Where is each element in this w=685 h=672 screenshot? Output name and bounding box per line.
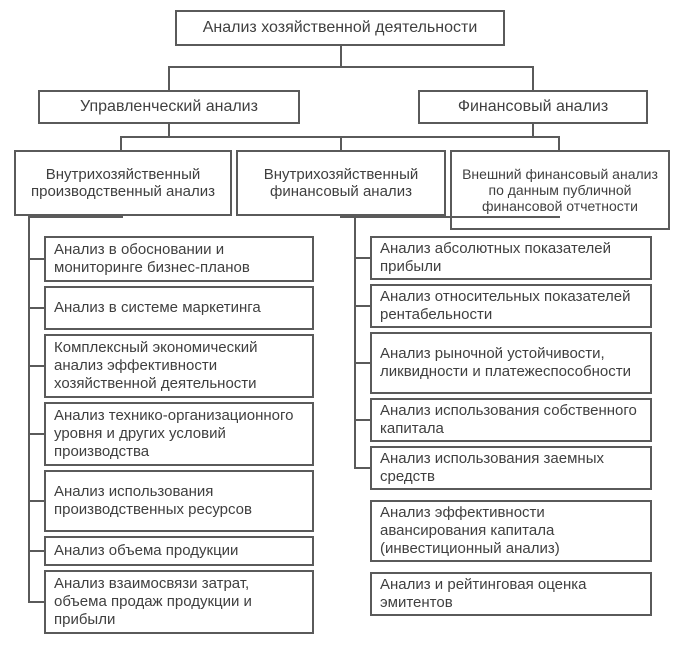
left-list-item-1-label: Анализ в системе маркетинга <box>54 299 261 317</box>
right-list-item-1: Анализ относительных показателей рентабе… <box>370 284 652 328</box>
connector <box>340 216 560 218</box>
node-external-financial-analysis-label: Внешний финансовый анализ по данным публ… <box>458 166 662 214</box>
connector <box>168 66 170 90</box>
left-list-item-0-label: Анализ в обосновании и мониторинге бизне… <box>54 241 304 276</box>
connector <box>340 46 342 68</box>
right-list-item-2-label: Анализ рыночной устойчивости, ликвидност… <box>380 345 642 380</box>
connector <box>340 136 342 150</box>
node-internal-financial-analysis-label: Внутрихозяйственный финансовый анализ <box>244 166 438 201</box>
right-list-item-4: Анализ использования заемных средств <box>370 446 652 490</box>
left-list-item-6-label: Анализ взаимосвязи затрат, объема продаж… <box>54 575 304 628</box>
left-list-item-3: Анализ технико-организационного уровня и… <box>44 402 314 466</box>
connector <box>120 136 122 150</box>
node-external-financial-analysis: Внешний финансовый анализ по данным публ… <box>450 150 670 230</box>
connector <box>28 433 44 435</box>
connector <box>354 362 370 364</box>
right-list-item-1-label: Анализ относительных показателей рентабе… <box>380 288 642 323</box>
connector <box>28 500 44 502</box>
node-financial-analysis-label: Финансовый анализ <box>458 98 608 116</box>
right-list-item-6-label: Анализ и рейтинговая оценка эмитентов <box>380 576 642 611</box>
node-management-analysis: Управленческий анализ <box>38 90 300 124</box>
left-list-item-5: Анализ объема продукции <box>44 536 314 566</box>
right-list-item-6: Анализ и рейтинговая оценка эмитентов <box>370 572 652 616</box>
connector <box>354 305 370 307</box>
right-list-item-0-label: Анализ абсолютных показателей прибыли <box>380 240 642 275</box>
node-internal-financial-analysis: Внутрихозяйственный финансовый анализ <box>236 150 446 216</box>
connector <box>532 66 534 90</box>
node-internal-production-analysis-label: Внутрихозяйственный производственный ана… <box>22 166 224 201</box>
connector <box>354 419 370 421</box>
right-list-item-4-label: Анализ использования заемных средств <box>380 450 642 485</box>
left-list-item-2-label: Комплексный экономический анализ эффекти… <box>54 339 304 392</box>
connector <box>340 136 560 138</box>
left-list-item-5-label: Анализ объема продукции <box>54 542 238 560</box>
right-list-item-3-label: Анализ использования собственного капита… <box>380 402 642 437</box>
right-list-item-0: Анализ абсолютных показателей прибыли <box>370 236 652 280</box>
connector <box>120 136 342 138</box>
left-list-item-2: Комплексный экономический анализ эффекти… <box>44 334 314 398</box>
connector <box>28 601 44 603</box>
left-list-item-4-label: Анализ использования производственных ре… <box>54 483 304 518</box>
right-list-item-5: Анализ эффективности авансирования капит… <box>370 500 652 562</box>
connector <box>354 467 370 469</box>
node-management-analysis-label: Управленческий анализ <box>80 98 258 116</box>
node-financial-analysis: Финансовый анализ <box>418 90 648 124</box>
right-list-item-5-label: Анализ эффективности авансирования капит… <box>380 504 642 557</box>
right-list-item-3: Анализ использования собственного капита… <box>370 398 652 442</box>
connector <box>28 365 44 367</box>
connector <box>28 216 123 218</box>
connector <box>28 216 30 602</box>
connector <box>28 550 44 552</box>
connector <box>28 258 44 260</box>
node-root: Анализ хозяйственной деятельности <box>175 10 505 46</box>
left-list-item-6: Анализ взаимосвязи затрат, объема продаж… <box>44 570 314 634</box>
connector <box>558 136 560 150</box>
left-list-item-3-label: Анализ технико-организационного уровня и… <box>54 407 304 460</box>
node-internal-production-analysis: Внутрихозяйственный производственный ана… <box>14 150 232 216</box>
left-list-item-0: Анализ в обосновании и мониторинге бизне… <box>44 236 314 282</box>
left-list-item-4: Анализ использования производственных ре… <box>44 470 314 532</box>
right-list-item-2: Анализ рыночной устойчивости, ликвидност… <box>370 332 652 394</box>
connector <box>354 257 370 259</box>
connector <box>28 307 44 309</box>
left-list-item-1: Анализ в системе маркетинга <box>44 286 314 330</box>
connector <box>168 66 534 68</box>
connector <box>354 216 356 468</box>
node-root-label: Анализ хозяйственной деятельности <box>203 19 478 37</box>
